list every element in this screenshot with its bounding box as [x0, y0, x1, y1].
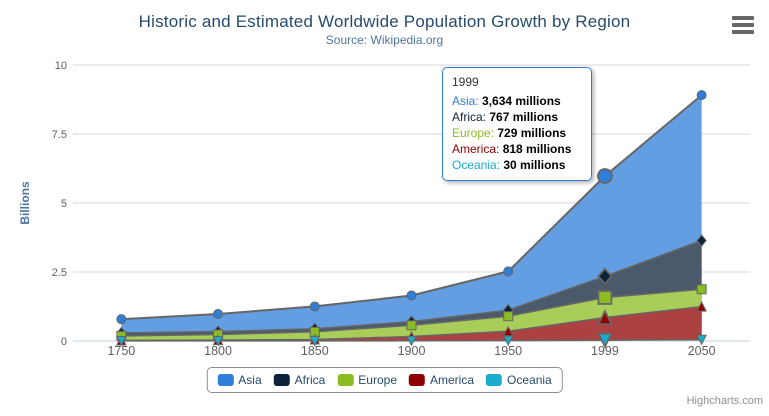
marker-oceania-2050[interactable]: [696, 334, 707, 346]
legend-label: Africa: [294, 373, 326, 387]
legend-item-europe[interactable]: Europe: [337, 373, 397, 387]
marker-asia-1800[interactable]: [213, 309, 224, 320]
marker-europe-1999[interactable]: [597, 290, 613, 305]
tooltip-series-value: 767 millions: [489, 110, 559, 124]
legend-swatch-icon: [486, 374, 503, 386]
x-axis-label-1750: 1750: [107, 344, 135, 358]
y-axis-title: Billions: [18, 181, 32, 225]
marker-oceania-1800[interactable]: [212, 335, 224, 347]
legend-item-asia[interactable]: Asia: [217, 373, 262, 387]
x-axis-label-1800: 1800: [204, 344, 232, 358]
y-axis-label-0: 0: [61, 336, 67, 348]
tooltip-row-oceania: Oceania: 30 millions: [452, 157, 582, 173]
tooltip-series-value: 729 millions: [497, 126, 567, 140]
legend-label: Asia: [238, 373, 262, 387]
hamburger-bar: [732, 30, 754, 34]
marker-oceania-1900[interactable]: [406, 335, 417, 347]
tooltip-series-label: America:: [452, 142, 503, 156]
legend-label: America: [430, 373, 475, 387]
tooltip-series-value: 3,634 millions: [482, 94, 561, 108]
legend-swatch-icon: [273, 374, 290, 386]
legend-item-africa[interactable]: Africa: [273, 373, 326, 387]
marker-europe-1950[interactable]: [503, 311, 514, 322]
y-axis-label-10: 10: [55, 60, 67, 72]
tooltip-series-label: Africa:: [452, 110, 490, 124]
y-axis-label-7.5: 7.5: [52, 129, 67, 141]
marker-asia-1900[interactable]: [406, 290, 417, 301]
hamburger-bar: [732, 23, 754, 27]
tooltip-row-asia: Asia: 3,634 millions: [452, 93, 582, 109]
marker-america-2050[interactable]: [696, 300, 707, 312]
tooltip: 1999 Asia: 3,634 millions Africa: 767 mil…: [442, 67, 592, 181]
marker-europe-1900[interactable]: [406, 320, 417, 331]
marker-asia-1850[interactable]: [309, 301, 320, 312]
area-america[interactable]: [121, 306, 702, 341]
chart-subtitle: Source: Wikipedia.org: [325, 33, 444, 47]
legend-swatch-icon: [409, 374, 426, 386]
marker-asia-2050[interactable]: [696, 90, 707, 101]
tooltip-row-africa: Africa: 767 millions: [452, 109, 582, 125]
x-axis-label-1850: 1850: [301, 344, 329, 358]
credits-link[interactable]: Highcharts.com: [686, 395, 763, 407]
hamburger-menu-icon[interactable]: [732, 16, 754, 34]
marker-europe-2050[interactable]: [696, 284, 707, 295]
marker-oceania-1850[interactable]: [309, 335, 321, 347]
tooltip-row-america: America: 818 millions: [452, 141, 582, 157]
x-axis-label-1999: 1999: [591, 344, 619, 358]
area-asia[interactable]: [121, 95, 702, 341]
tooltip-series-label: Europe:: [452, 126, 498, 140]
tooltip-series-value: 30 millions: [503, 158, 566, 172]
y-axis-label-5: 5: [61, 198, 67, 210]
marker-oceania-1950[interactable]: [502, 335, 514, 347]
x-axis-label-1900: 1900: [398, 344, 426, 358]
marker-africa-2050[interactable]: [696, 234, 707, 247]
x-axis-label-2050: 2050: [688, 344, 716, 358]
marker-oceania-1750[interactable]: [116, 335, 127, 347]
tooltip-series-label: Oceania:: [452, 158, 504, 172]
chart-title: Historic and Estimated Worldwide Populat…: [138, 12, 631, 31]
marker-oceania-1999[interactable]: [596, 332, 613, 349]
x-axis-label-1950: 1950: [494, 344, 522, 358]
hamburger-bar: [732, 16, 754, 20]
tooltip-row-europe: Europe: 729 millions: [452, 125, 582, 141]
y-axis-label-2.5: 2.5: [52, 267, 67, 279]
legend-label: Europe: [358, 373, 398, 387]
marker-asia-1999[interactable]: [597, 168, 613, 184]
legend-swatch-icon: [337, 374, 354, 386]
tooltip-series-label: Asia:: [452, 94, 483, 108]
marker-asia-1950[interactable]: [503, 266, 514, 277]
marker-america-1999[interactable]: [596, 309, 613, 325]
legend-label: Oceania: [507, 373, 552, 387]
legend: Asia Africa Europe America Oceania: [206, 367, 563, 393]
tooltip-header: 1999: [452, 75, 479, 89]
legend-swatch-icon: [217, 374, 234, 386]
tooltip-series-value: 818 millions: [502, 142, 572, 156]
marker-asia-1750[interactable]: [116, 314, 127, 325]
legend-item-america[interactable]: America: [409, 373, 474, 387]
marker-africa-1999[interactable]: [597, 267, 613, 286]
legend-item-oceania[interactable]: Oceania: [486, 373, 552, 387]
